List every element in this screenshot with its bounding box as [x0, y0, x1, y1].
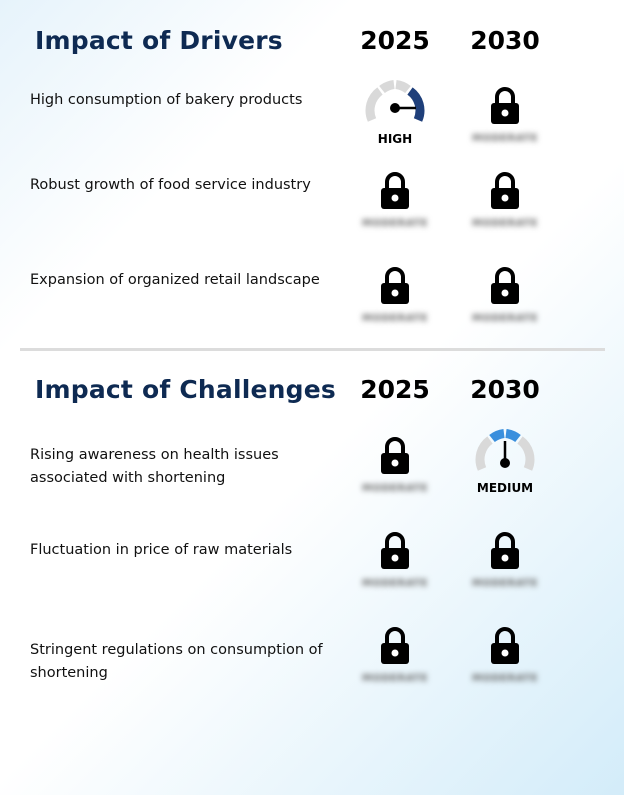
challenge-2-2030-cell: MODERATE: [450, 532, 560, 612]
locked-value: MODERATE: [362, 578, 428, 589]
lock-icon: [491, 627, 519, 664]
section-divider: [20, 348, 605, 351]
challenges-year-2025: 2025: [360, 375, 430, 404]
locked-value: MODERATE: [472, 578, 538, 589]
challenge-label-1: Rising awareness on health issues associ…: [30, 447, 279, 486]
driver-label-2: Robust growth of food service industry: [30, 177, 311, 193]
lock-icon: [381, 172, 409, 209]
lock-icon: [381, 437, 409, 474]
challenges-year-2030: 2030: [470, 375, 540, 404]
locked-value: MODERATE: [472, 313, 538, 324]
drivers-title: Impact of Drivers: [35, 26, 283, 55]
locked-value: MODERATE: [362, 313, 428, 324]
gauge-high-icon: [365, 80, 425, 122]
locked-value: MODERATE: [362, 483, 428, 494]
locked-value: MODERATE: [362, 218, 428, 229]
locked-value: MODERATE: [472, 673, 538, 684]
locked-value: MODERATE: [472, 218, 538, 229]
challenge-1-2030-cell: MEDIUM: [450, 429, 560, 509]
driver-label-3: Expansion of organized retail landscape: [30, 272, 320, 288]
driver-2-2030-cell: MODERATE: [450, 172, 560, 252]
challenge-label-2: Fluctuation in price of raw materials: [30, 542, 293, 558]
driver-3-2030-cell: MODERATE: [450, 267, 560, 347]
challenges-title: Impact of Challenges: [35, 375, 336, 404]
lock-icon: [491, 87, 519, 124]
gauge-level-label: HIGH: [377, 132, 413, 146]
lock-icon: [491, 267, 519, 304]
challenge-1-2025-cell: MODERATE: [340, 437, 450, 517]
locked-value: MODERATE: [362, 673, 428, 684]
drivers-year-2030: 2030: [470, 26, 540, 55]
driver-1-2025-cell: HIGH: [340, 80, 450, 160]
driver-1-2030-cell: MODERATE: [450, 87, 560, 167]
challenge-3-2030-cell: MODERATE: [450, 627, 560, 707]
drivers-year-2025: 2025: [360, 26, 430, 55]
challenge-2-2025-cell: MODERATE: [340, 532, 450, 612]
locked-value: MODERATE: [472, 133, 538, 144]
lock-icon: [491, 532, 519, 569]
gauge-level-label: MEDIUM: [476, 481, 534, 495]
challenge-label-3: Stringent regulations on consumption of …: [30, 642, 323, 681]
lock-icon: [381, 532, 409, 569]
driver-2-2025-cell: MODERATE: [340, 172, 450, 252]
lock-icon: [491, 172, 519, 209]
lock-icon: [381, 627, 409, 664]
driver-label-1: High consumption of bakery products: [30, 92, 303, 108]
driver-3-2025-cell: MODERATE: [340, 267, 450, 347]
lock-icon: [381, 267, 409, 304]
gauge-medium-icon: [475, 429, 535, 471]
challenge-3-2025-cell: MODERATE: [340, 627, 450, 707]
